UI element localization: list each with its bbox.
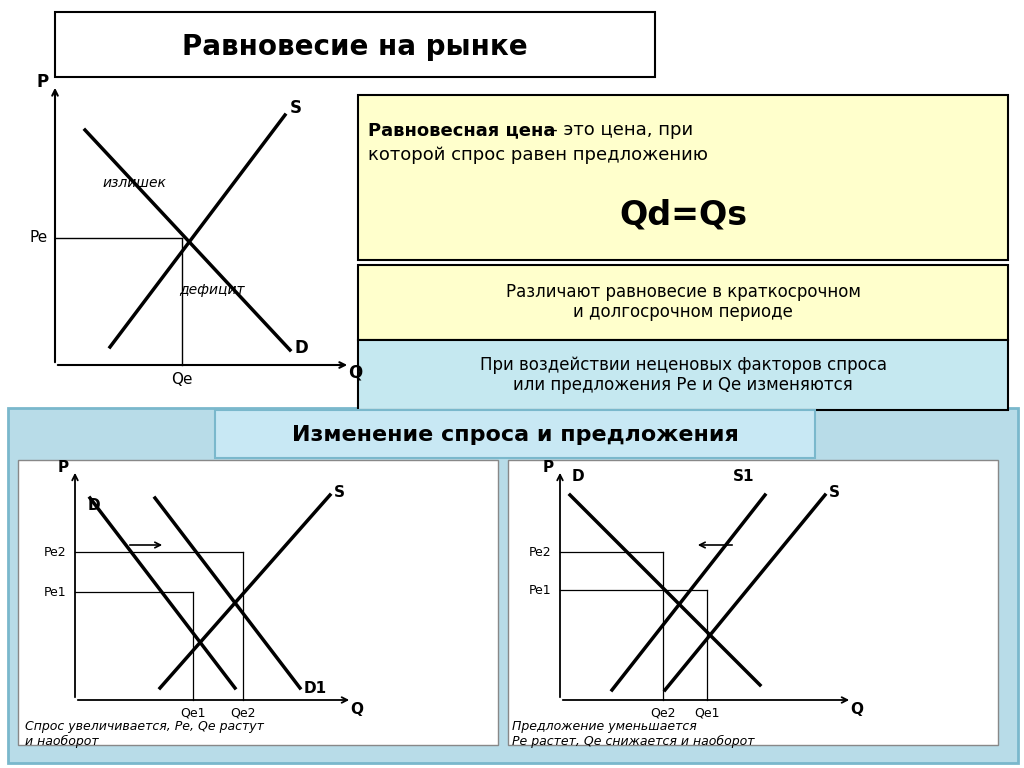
Text: P: P — [37, 73, 49, 91]
FancyBboxPatch shape — [215, 410, 815, 458]
Text: D: D — [295, 339, 309, 357]
Text: Qe: Qe — [171, 372, 193, 386]
Text: Pe2: Pe2 — [528, 545, 551, 558]
Text: Q: Q — [851, 703, 863, 717]
FancyBboxPatch shape — [8, 408, 1018, 763]
Text: D: D — [88, 498, 100, 513]
FancyBboxPatch shape — [18, 460, 498, 745]
Text: S: S — [290, 99, 302, 117]
Text: P: P — [543, 459, 554, 475]
Text: S: S — [829, 485, 840, 500]
Text: Равновесная цена: Равновесная цена — [368, 121, 555, 139]
Text: дефицит: дефицит — [179, 283, 245, 297]
FancyBboxPatch shape — [358, 340, 1008, 410]
Text: Различают равновесие в краткосрочном
и долгосрочном периоде: Различают равновесие в краткосрочном и д… — [506, 283, 860, 321]
Text: Q: Q — [348, 364, 362, 382]
Text: – это цена, при: – это цена, при — [543, 121, 693, 139]
FancyBboxPatch shape — [55, 12, 655, 77]
Text: Pe1: Pe1 — [44, 585, 67, 598]
Text: S: S — [334, 485, 345, 500]
Text: Спрос увеличивается, Ре, Qe растут
и наоборот: Спрос увеличивается, Ре, Qe растут и нао… — [25, 720, 264, 748]
FancyBboxPatch shape — [508, 460, 998, 745]
Text: Qe2: Qe2 — [650, 707, 676, 720]
FancyBboxPatch shape — [358, 95, 1008, 260]
Text: Qe1: Qe1 — [694, 707, 720, 720]
Text: Pe: Pe — [30, 230, 48, 246]
Text: которой спрос равен предложению: которой спрос равен предложению — [368, 146, 708, 164]
Text: D1: D1 — [304, 681, 327, 696]
Text: Q: Q — [350, 703, 364, 717]
Text: S1: S1 — [733, 469, 755, 484]
Text: Qd=Qs: Qd=Qs — [618, 198, 748, 231]
FancyBboxPatch shape — [358, 265, 1008, 340]
Text: D: D — [572, 469, 585, 484]
Text: излишек: излишек — [102, 176, 166, 190]
Text: Равновесие на рынке: Равновесие на рынке — [182, 33, 527, 61]
Text: Pe1: Pe1 — [528, 584, 551, 597]
Text: P: P — [57, 459, 69, 475]
Text: Qe1: Qe1 — [180, 707, 206, 720]
Text: Pe2: Pe2 — [44, 545, 67, 558]
Text: Изменение спроса и предложения: Изменение спроса и предложения — [292, 425, 738, 445]
Text: Qe2: Qe2 — [230, 707, 256, 720]
Text: При воздействии неценовых факторов спроса
или предложения Ре и Qe изменяются: При воздействии неценовых факторов спрос… — [479, 356, 887, 395]
Text: Предложение уменьшается
Ре растет, Qe снижается и наоборот: Предложение уменьшается Ре растет, Qe сн… — [512, 720, 755, 748]
